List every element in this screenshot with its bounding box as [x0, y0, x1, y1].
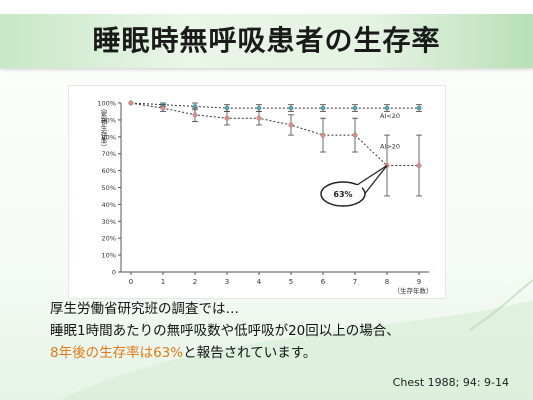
y-tick-label: 100% [97, 100, 116, 108]
data-point [384, 105, 390, 111]
callout-label: 63% [333, 190, 352, 199]
chart-card: 0 10% 20% 30% 40% 50% 60% 70% 80% 90% 100% 0 1 2 3 4 5 6 7… [68, 85, 446, 299]
x-tick-label: 6 [321, 278, 326, 286]
data-point [288, 105, 294, 111]
data-point [256, 105, 262, 111]
y-tick-label: 30% [102, 218, 116, 226]
series-label: AI>20 [380, 143, 400, 151]
y-tick-label: 60% [102, 167, 116, 175]
y-tick-label: 80% [102, 133, 116, 141]
y-axis-label: （累積生存率） [99, 105, 107, 151]
data-point [416, 163, 422, 168]
x-tick-label: 1 [161, 278, 165, 286]
data-point [224, 105, 230, 111]
x-tick-label: 7 [353, 278, 357, 286]
x-tick-label: 2 [193, 278, 197, 286]
series-line-1 [130, 102, 419, 166]
body-line-1: 厚生労働省研究班の調査では… [50, 301, 239, 317]
y-tick-label: 70% [102, 150, 116, 158]
data-point [352, 105, 358, 111]
y-tick-label: 10% [102, 252, 116, 260]
x-tick-label: 8 [385, 278, 389, 286]
data-point [192, 112, 198, 118]
citation: Chest 1988; 94: 9-14 [392, 376, 509, 389]
body-line-2: 睡眠1時間あたりの無呼吸数や低呼吸が20回以上の場合、 [50, 323, 400, 339]
series-label: AI<20 [380, 112, 400, 120]
data-point [128, 100, 134, 106]
callout: 63% [320, 165, 388, 207]
data-point [256, 115, 262, 121]
data-point [160, 105, 166, 111]
y-tick-label: 90% [102, 116, 116, 124]
callout-joint-mask [353, 185, 362, 196]
x-tick-label: 0 [129, 278, 133, 286]
y-tick-label: 50% [102, 184, 116, 192]
data-point [224, 115, 230, 121]
x-tick-label: 3 [225, 278, 229, 286]
series-line-0 [130, 102, 419, 109]
body-line-3-rest: と報告されています。 [183, 345, 317, 361]
body-text: 厚生労働省研究班の調査では… 睡眠1時間あたりの無呼吸数や低呼吸が20回以上の場… [50, 298, 520, 364]
data-point [320, 132, 326, 138]
data-point [288, 122, 294, 128]
highlight-text: 8年後の生存率は63% [50, 345, 184, 361]
data-point [416, 105, 422, 111]
body-line-3: 8年後の生存率は63%と報告されています。 [50, 342, 520, 364]
x-tick-label: 4 [257, 278, 262, 286]
x-tick-label: 5 [289, 278, 293, 286]
x-axis-label: （生存年数） [394, 286, 433, 295]
y-tick-label: 0 [112, 269, 116, 277]
title-bar [0, 14, 533, 68]
data-point [352, 132, 358, 138]
slide-title: 睡眠時無呼吸患者の生存率 [92, 24, 441, 57]
x-tick-label: 9 [417, 278, 421, 286]
survival-chart: 0 10% 20% 30% 40% 50% 60% 70% 80% 90% 100% 0 1 2 3 4 5 6 7… [97, 100, 433, 296]
data-point [320, 105, 326, 111]
y-tick-label: 20% [102, 235, 116, 243]
y-tick-label: 40% [102, 201, 116, 209]
